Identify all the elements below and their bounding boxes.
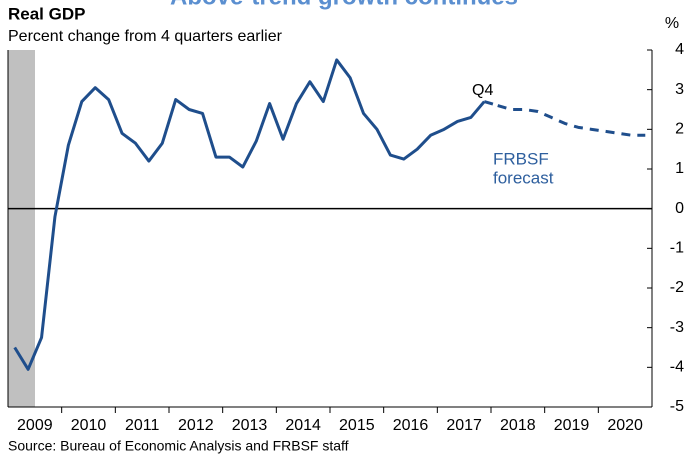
x-tick-label: 2013: [232, 417, 268, 434]
x-tick-label: 2012: [178, 417, 214, 434]
x-tick-label: 2017: [446, 417, 482, 434]
y-tick-label: 3: [675, 81, 684, 98]
x-tick-label: 2011: [125, 417, 160, 434]
x-tick-label: 2018: [500, 417, 536, 434]
chart-title: Real GDP: [8, 4, 85, 23]
annotation: FRBSF: [493, 149, 549, 168]
y-tick-label: -3: [670, 319, 684, 336]
headline: Above-trend growth continues: [170, 0, 518, 10]
y-tick-label: -1: [670, 240, 684, 257]
y-tick-label: 4: [675, 41, 684, 58]
y-tick-label: -4: [670, 359, 684, 376]
x-tick-label: 2009: [17, 417, 53, 434]
y-tick-label: 2: [675, 121, 684, 138]
y-axis-label: %: [665, 15, 679, 32]
x-tick-label: 2016: [393, 417, 429, 434]
y-tick-label: -5: [670, 398, 684, 415]
source: Source: Bureau of Economic Analysis and …: [8, 438, 349, 454]
data-line: [13, 58, 486, 371]
y-tick-label: 1: [675, 160, 684, 177]
annotation: Q4: [472, 82, 493, 99]
x-tick-label: 2020: [607, 417, 643, 434]
data-line-connector: [483, 100, 499, 107]
y-tick-label: -2: [670, 279, 684, 296]
x-tick-label: 2014: [285, 417, 321, 434]
y-tick-label: 0: [675, 200, 684, 217]
chart-subtitle: Percent change from 4 quarters earlier: [8, 28, 283, 45]
x-tick-label: 2019: [554, 417, 590, 434]
annotation: forecast: [493, 168, 554, 187]
x-tick-label: 2015: [339, 417, 375, 434]
x-tick-label: 2010: [71, 417, 107, 434]
data-line: [497, 104, 646, 137]
recession-shading: [8, 50, 35, 407]
